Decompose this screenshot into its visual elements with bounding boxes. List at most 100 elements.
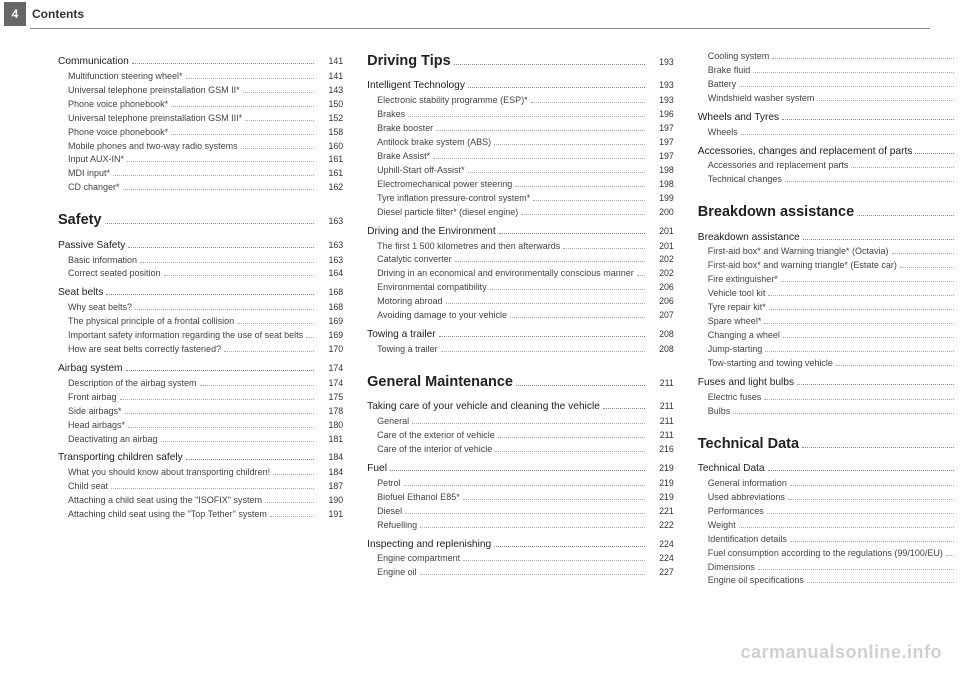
toc-entry-label: Care of the interior of vehicle (367, 443, 492, 457)
watermark: carmanualsonline.info (740, 642, 942, 663)
toc-leader-dots (851, 167, 954, 168)
toc-entry: Electromechanical power steering198 (367, 178, 674, 192)
toc-leader-dots (563, 248, 645, 249)
toc-entry-label: Bulbs (698, 405, 731, 419)
toc-entry-label: Battery (698, 78, 737, 92)
toc-entry-label: Breakdown assistance (698, 201, 854, 223)
toc-entry-label: Towing a trailer (367, 343, 438, 357)
toc-entry-page: 227 (648, 566, 674, 580)
toc-entry-label: Fuel consumption according to the regula… (698, 547, 943, 561)
toc-entry-label: Deactivating an airbag (58, 433, 158, 447)
toc-entry-page: 163 (317, 215, 343, 229)
toc-entry-label: Tyre inflation pressure-control system* (367, 192, 530, 206)
toc-entry: Avoiding damage to your vehicle207 (367, 309, 674, 323)
toc-entry-page: 161 (317, 167, 343, 181)
toc-entry-label: Weight (698, 519, 736, 533)
toc-entry: Input AUX-IN*161 (58, 153, 343, 167)
toc-leader-dots (900, 267, 954, 268)
toc-entry-label: Tyre repair kit* (698, 301, 766, 315)
toc-entry: Driving in an economical and environment… (367, 267, 674, 281)
toc-leader-dots (127, 161, 314, 162)
toc-entry: Spare wheel*247 (698, 315, 960, 329)
toc-entry: Seat belts168 (58, 285, 343, 301)
toc-column: Cooling system228Brake fluid231Battery23… (698, 50, 960, 633)
toc-entry-page: 206 (648, 281, 674, 295)
toc-leader-dots (788, 499, 954, 500)
toc-entry: Description of the airbag system 174 (58, 377, 343, 391)
toc-entry-label: Inspecting and replenishing (367, 537, 491, 553)
toc-leader-dots (186, 459, 314, 460)
toc-entry: Weight269 (698, 519, 960, 533)
toc-leader-dots (772, 58, 954, 59)
toc-entry: General information269 (698, 477, 960, 491)
toc-entry-page: 219 (648, 491, 674, 505)
toc-entry: Technical Data269 (698, 461, 960, 477)
toc-entry-label: Brake booster (367, 122, 433, 136)
toc-entry-label: First-aid box* and Warning triangle* (Oc… (698, 245, 889, 259)
toc-leader-dots (463, 560, 645, 561)
toc-leader-dots (758, 569, 954, 570)
toc-entry-page: 211 (648, 429, 674, 443)
toc-entry: Care of the exterior of vehicle 211 (367, 429, 674, 443)
toc-entry-label: Technical changes (698, 173, 782, 187)
toc-entry-label: Taking care of your vehicle and cleaning… (367, 399, 600, 415)
toc-entry: Engine compartment224 (367, 552, 674, 566)
toc-entry-page: 198 (648, 164, 674, 178)
toc-entry-page: 164 (317, 267, 343, 281)
toc-entry-label: Basic information (58, 254, 137, 268)
toc-leader-dots (468, 87, 645, 88)
toc-entry: Breakdown assistance245 (698, 201, 960, 223)
toc-entry: Fuel consumption according to the regula… (698, 547, 960, 561)
toc-leader-dots (265, 502, 314, 503)
toc-entry: Universal telephone preinstallation GSM … (58, 84, 343, 98)
toc-entry: Engine oil specifications272 (698, 574, 960, 588)
toc-entry-page: 196 (648, 108, 674, 122)
toc-leader-dots (510, 317, 645, 318)
toc-entry-label: General Maintenance (367, 371, 513, 393)
toc-leader-dots (516, 385, 645, 386)
toc-entry: Battery232 (698, 78, 960, 92)
toc-entry-page: 202 (648, 253, 674, 267)
toc-entry-label: Jump-starting (698, 343, 763, 357)
toc-entry: Driving and the Environment201 (367, 224, 674, 240)
toc-entry: Catalytic converter202 (367, 253, 674, 267)
toc-entry-page: 174 (317, 362, 343, 376)
toc-entry-label: Spare wheel* (698, 315, 762, 329)
toc-entry-label: How are seat belts correctly fastened? (58, 343, 221, 357)
toc-entry-label: The physical principle of a frontal coll… (58, 315, 234, 329)
toc-entry-label: Child seat (58, 480, 108, 494)
toc-leader-dots (531, 102, 645, 103)
toc-entry-label: Why seat belts? (58, 301, 132, 315)
toc-entry: Electronic stability programme (ESP)*193 (367, 94, 674, 108)
toc-leader-dots (764, 399, 954, 400)
toc-entry: Front airbag175 (58, 391, 343, 405)
toc-entry-page: 152 (317, 112, 343, 126)
toc-entry: Motoring abroad206 (367, 295, 674, 309)
toc-entry: Uphill-Start off-Assist*198 (367, 164, 674, 178)
toc-entry-label: Fuses and light bulbs (698, 375, 794, 391)
toc-leader-dots (111, 488, 314, 489)
toc-entry: First-aid box* and Warning triangle* (Oc… (698, 245, 960, 259)
toc-entry-label: Description of the airbag system (58, 377, 197, 391)
toc-entry-page: 175 (317, 391, 343, 405)
toc-entry-label: Communication (58, 54, 129, 70)
toc-entry: Electric fuses257 (698, 391, 960, 405)
toc-entry: Fire extinguisher*245 (698, 273, 960, 287)
toc-entry-label: Care of the exterior of vehicle (367, 429, 495, 443)
toc-entry-label: Environmental compatibility (367, 281, 487, 295)
toc-entry-label: The first 1 500 kilometres and then afte… (367, 240, 560, 254)
toc-entry-page: 174 (317, 377, 343, 391)
toc-leader-dots (441, 351, 645, 352)
toc-entry-label: Diesel (367, 505, 402, 519)
toc-entry-page: 143 (317, 84, 343, 98)
toc-entry-page: 206 (648, 295, 674, 309)
toc-leader-dots (790, 485, 954, 486)
toc-entry-page: 199 (648, 192, 674, 206)
toc-leader-dots (237, 323, 314, 324)
toc-leader-dots (857, 215, 954, 216)
page-number: 4 (4, 2, 26, 26)
toc-leader-dots (533, 200, 645, 201)
toc-leader-dots (782, 119, 954, 120)
toc-entry-label: Technical Data (698, 461, 765, 477)
toc-entry-label: Multifunction steering wheel* (58, 70, 183, 84)
